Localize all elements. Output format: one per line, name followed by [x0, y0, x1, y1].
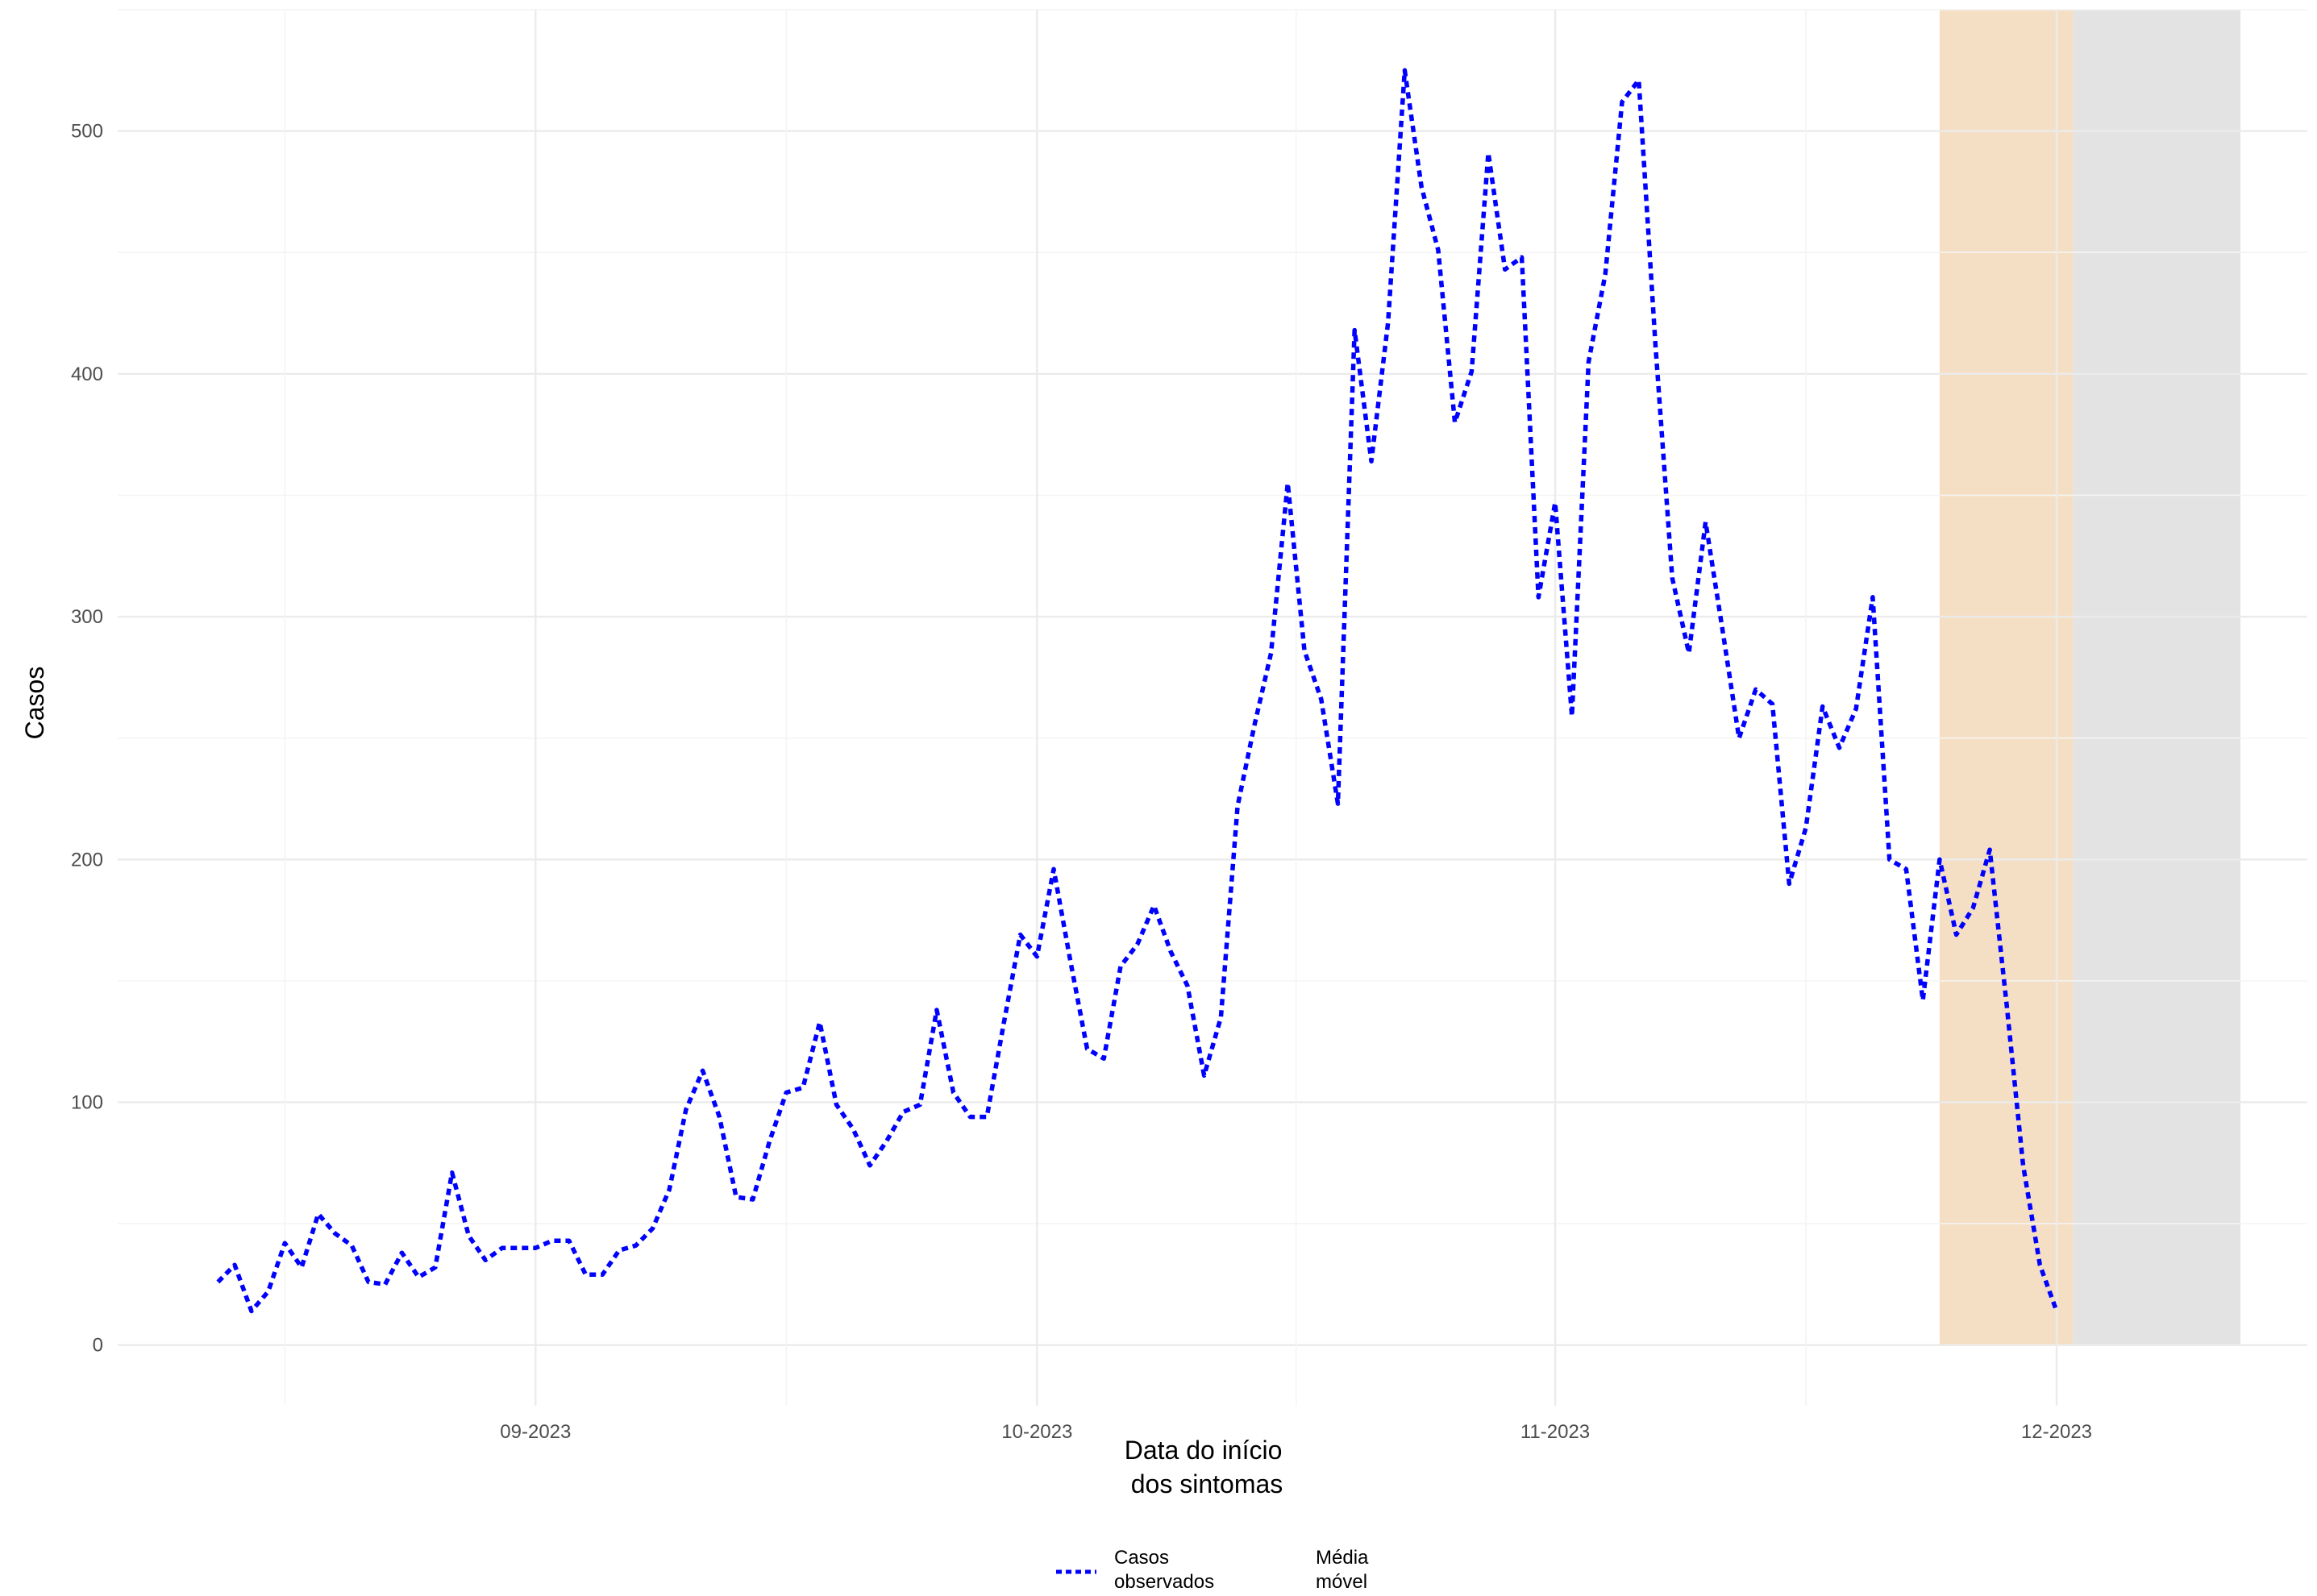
x-axis-ticks: 09-2023 10-2023 11-2023 12-2023: [500, 1421, 2092, 1443]
y-tick-label: 200: [71, 849, 103, 871]
y-tick-label: 300: [71, 606, 103, 628]
x-axis-title-line-2: dos sintomas: [1131, 1469, 1283, 1498]
x-axis-title-line-1: Data do início: [1125, 1436, 1283, 1465]
x-tick-label: 12-2023: [2021, 1421, 2092, 1443]
shaded-region-1: [1939, 10, 2074, 1345]
x-tick-label: 10-2023: [1001, 1421, 1072, 1443]
gridlines: [118, 9, 2307, 1406]
legend-label-casos-observados: Casos observados: [1114, 1547, 1214, 1593]
legend-label-media-movel: Média móvel: [1316, 1547, 1374, 1593]
x-tick-label: 11-2023: [1520, 1421, 1590, 1443]
y-tick-label: 0: [93, 1335, 103, 1357]
y-tick-label: 100: [71, 1091, 103, 1113]
y-axis-title: Casos: [20, 667, 49, 740]
shaded-regions: [1939, 10, 2241, 1345]
y-axis-ticks: 0 100 200 300 400 500: [71, 121, 103, 1357]
shaded-region-2: [2073, 10, 2241, 1345]
legend-label-media-movel-line-1: Média: [1316, 1547, 1369, 1569]
series-line-1: [216, 68, 2059, 1314]
legend-label-casos-observados-line-1: Casos: [1114, 1547, 1169, 1569]
legend-label-casos-observados-line-2: observados: [1114, 1571, 1214, 1593]
legend-label-media-movel-line-2: móvel: [1316, 1571, 1367, 1593]
x-tick-label: 09-2023: [500, 1421, 571, 1443]
x-axis-title: Data do início dos sintomas: [1125, 1436, 1290, 1498]
y-tick-label: 500: [71, 121, 103, 143]
series-lines: [216, 68, 2059, 1314]
y-tick-label: 400: [71, 364, 103, 385]
legend: Casos observados Média móvel: [1056, 1547, 1374, 1593]
